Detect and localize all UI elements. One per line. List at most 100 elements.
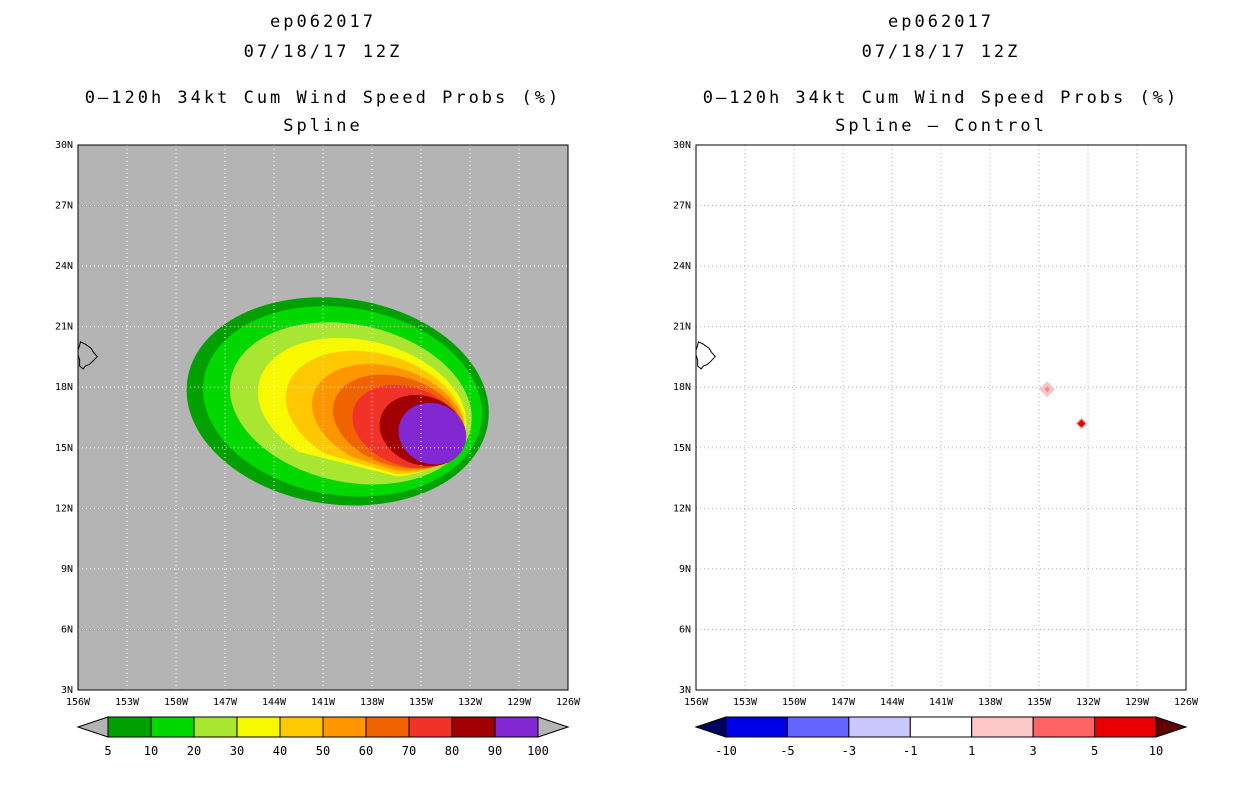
lon-tick-label: 147W	[831, 697, 856, 708]
lon-tick-label: 150W	[164, 697, 189, 708]
map-frame	[695, 144, 1187, 691]
lat-tick-label: 3N	[61, 685, 73, 696]
colorbar-tick-label: 90	[488, 744, 502, 758]
lon-tick-label: 141W	[929, 697, 954, 708]
lat-tick-label: 24N	[673, 261, 691, 272]
colorbar-segment	[365, 716, 410, 738]
colorbar-segment	[1032, 716, 1096, 738]
colorbar-tick-label: 80	[445, 744, 459, 758]
colorbar-tick-label: 60	[359, 744, 373, 758]
lon-tick-label: 144W	[262, 697, 287, 708]
contour-layer	[186, 297, 489, 506]
lon-tick-label: 138W	[360, 697, 385, 708]
lat-tick-label: 30N	[55, 140, 73, 151]
island-outline	[78, 341, 98, 370]
colorbar-tick-label: 1	[968, 744, 975, 758]
colorbar-left-arrow	[76, 716, 109, 738]
lon-tick-label: 141W	[311, 697, 336, 708]
colorbar-segment	[150, 716, 195, 738]
lon-tick-label: 135W	[409, 697, 434, 708]
lon-tick-label: 144W	[880, 697, 905, 708]
colorbar-tick-label: -5	[780, 744, 794, 758]
storm-id: ep062017	[270, 12, 376, 32]
colorbar-tick-label: 70	[402, 744, 416, 758]
colorbar-tick-label: -1	[903, 744, 917, 758]
lon-tick-label: 153W	[733, 697, 758, 708]
diff-marker-inner	[1077, 419, 1086, 428]
colorbar-tick-label: 20	[187, 744, 201, 758]
left-map: 3N 6N 9N 12N 15N 18N 21N 24N 27N 30N 156W 153W 150W 1…	[55, 140, 581, 708]
colorbar-tick-label: 100	[527, 744, 549, 758]
colorbar-segment	[236, 716, 281, 738]
lon-tick-label: 138W	[978, 697, 1003, 708]
lon-tick-label: 153W	[115, 697, 140, 708]
colorbar-segment	[494, 716, 539, 738]
colorbar-tick-label: 5	[104, 744, 111, 758]
lat-tick-label: 24N	[55, 261, 73, 272]
method-label: Spline – Control	[835, 116, 1047, 136]
product-title: 0–120h 34kt Cum Wind Speed Probs (%)	[702, 88, 1180, 108]
left-panel-titles: ep062017 07/18/17 12Z 0–120h 34kt Cum Wi…	[78, 0, 568, 145]
lat-tick-label: 9N	[61, 564, 73, 575]
product-title: 0–120h 34kt Cum Wind Speed Probs (%)	[84, 88, 562, 108]
island-outline	[696, 341, 716, 370]
lon-tick-label: 126W	[556, 697, 581, 708]
colorbar-left-arrow	[694, 716, 727, 738]
colorbar-segment	[725, 716, 788, 738]
lat-tick-label: 9N	[679, 564, 691, 575]
left-colorbar: 5 10 20 30 40 50 60 70 80 90 100	[76, 716, 570, 758]
lat-tick-label: 3N	[679, 685, 691, 696]
lat-tick-label: 6N	[61, 624, 73, 635]
colorbar-tick-label: -3	[842, 744, 856, 758]
lat-tick-label: 27N	[55, 201, 73, 212]
colorbar-segment	[848, 716, 911, 738]
colorbar-segment	[1094, 716, 1157, 738]
colorbar-tick-label: 50	[316, 744, 330, 758]
map-frame	[77, 144, 569, 691]
colorbar-segment	[193, 716, 238, 738]
colorbar-tick-label: 40	[273, 744, 287, 758]
right-map: 3N 6N 9N 12N 15N 18N 21N 24N 27N 30N 156W 153W 150W 1…	[673, 140, 1199, 708]
lat-tick-label: 18N	[55, 382, 73, 393]
init-time: 07/18/17 12Z	[243, 42, 403, 62]
lon-tick-label: 126W	[1174, 697, 1199, 708]
lat-tick-label: 30N	[673, 140, 691, 151]
colorbar-tick-label: 10	[1149, 744, 1163, 758]
method-label: Spline	[283, 116, 363, 136]
lon-tick-label: 156W	[684, 697, 709, 708]
colorbar-right-arrow	[537, 716, 570, 738]
lon-tick-label: 129W	[507, 697, 532, 708]
storm-id: ep062017	[888, 12, 994, 32]
lat-tick-label: 6N	[679, 624, 691, 635]
colorbar-segment	[322, 716, 367, 738]
colorbar-tick-label: 3	[1030, 744, 1037, 758]
colorbar-tick-label: -10	[715, 744, 737, 758]
colorbar-segment	[451, 716, 496, 738]
colorbar-tick-label: 10	[144, 744, 158, 758]
lat-tick-label: 21N	[55, 322, 73, 333]
colorbar-tick-label: 5	[1091, 744, 1098, 758]
lat-tick-label: 27N	[673, 201, 691, 212]
colorbar-segment	[971, 716, 1034, 738]
diff-marker-inner	[1044, 386, 1051, 393]
lon-tick-label: 147W	[213, 697, 238, 708]
colorbar-segment	[279, 716, 324, 738]
colorbar-segment	[786, 716, 850, 738]
colorbar-segment	[408, 716, 453, 738]
lat-tick-label: 15N	[55, 443, 73, 454]
lat-tick-label: 18N	[673, 382, 691, 393]
init-time: 07/18/17 12Z	[861, 42, 1021, 62]
lat-tick-label: 12N	[673, 503, 691, 514]
colorbar-segment	[107, 716, 152, 738]
lon-tick-label: 135W	[1027, 697, 1052, 708]
right-panel-titles: ep062017 07/18/17 12Z 0–120h 34kt Cum Wi…	[696, 0, 1186, 145]
lon-tick-label: 156W	[66, 697, 91, 708]
lon-tick-label: 132W	[458, 697, 483, 708]
right-colorbar: -10 -5 -3 -1 1 3 5 10	[694, 716, 1188, 758]
lon-tick-label: 150W	[782, 697, 807, 708]
colorbar-right-arrow	[1155, 716, 1188, 738]
colorbar-segment	[909, 716, 973, 738]
lon-tick-label: 132W	[1076, 697, 1101, 708]
prob-contour-90	[398, 402, 467, 465]
